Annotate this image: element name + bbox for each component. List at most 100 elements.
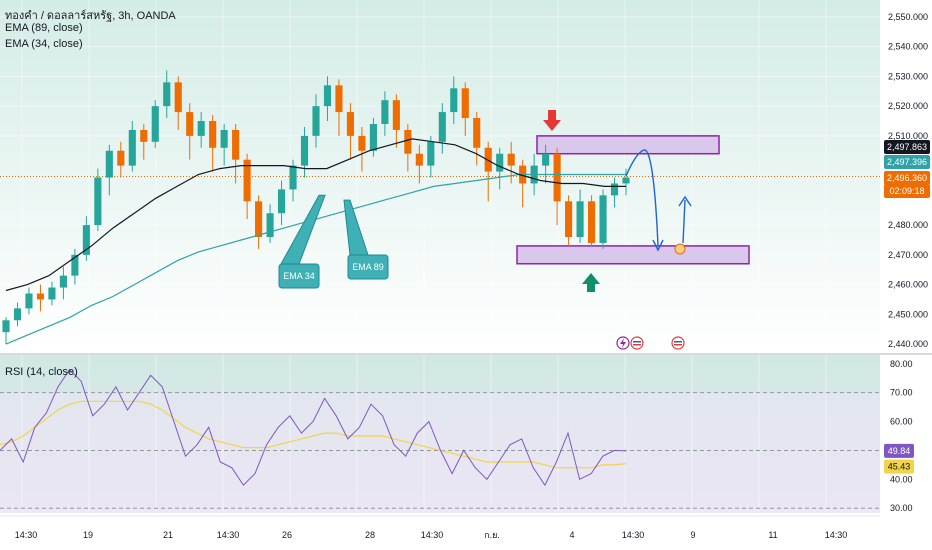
symbol-legend[interactable]: ทองคำ / ดอลลาร์สหรัฐ, 3h, OANDA xyxy=(5,10,176,22)
candle-body xyxy=(358,135,366,151)
candle-body xyxy=(243,159,251,202)
ema89-price-badge-bg xyxy=(884,155,930,169)
time-tick-label: ก.ย. xyxy=(484,530,500,540)
countdown-badge: 02:09:18 xyxy=(889,186,924,196)
price-tick-label: 2,450.000 xyxy=(888,309,928,319)
rsi-ma-line xyxy=(0,400,627,469)
ema34-callout-box xyxy=(278,263,320,289)
time-tick-label: 28 xyxy=(365,530,375,540)
candle-body xyxy=(48,287,56,300)
price-axis[interactable]: 2,550.000 2,540.000 2,530.000 2,520.000 2,51… xyxy=(888,12,928,349)
candle-body xyxy=(117,150,125,166)
price-labels: 2,497.863 2,497.396 2,496.360 02:09:18 49.84… xyxy=(884,140,930,474)
candle-body xyxy=(610,183,619,196)
price-tick-label: 2,520.000 xyxy=(888,101,928,111)
last-price-badge-bg xyxy=(884,171,930,185)
us-flag-stripe xyxy=(674,344,682,346)
candle-body xyxy=(2,320,10,333)
price-tick-label: 2,540.000 xyxy=(888,42,928,52)
candle-body xyxy=(266,213,274,237)
ema89-callout-text: EMA 89 xyxy=(352,262,384,272)
rsi-tick-label: 40.00 xyxy=(890,474,913,484)
candle-body xyxy=(197,121,205,136)
time-tick-label: 14:30 xyxy=(421,530,444,540)
candle-body xyxy=(36,293,45,300)
candle-body xyxy=(404,129,412,154)
rsi-tick-label: 60.00 xyxy=(890,417,913,427)
price-tick-label: 2,440.000 xyxy=(888,339,928,349)
rsi-legend[interactable]: RSI (14, close) xyxy=(5,366,78,378)
candle-body xyxy=(622,177,630,184)
candle-body xyxy=(220,129,228,148)
candle-body xyxy=(415,153,423,166)
candle-body xyxy=(323,85,332,107)
rsi-value-badge: 49.84 xyxy=(888,446,911,456)
candle-body xyxy=(542,153,550,166)
candle-body xyxy=(94,177,102,226)
rsi-tick-label: 30.00 xyxy=(890,503,913,513)
projection-arrowhead-up xyxy=(678,195,692,207)
last-price-badge: 2,496.360 xyxy=(887,173,927,183)
rsi-lines xyxy=(0,368,627,487)
ema89-legend[interactable]: EMA (89, close) xyxy=(5,22,83,34)
zones xyxy=(516,135,750,265)
time-axis[interactable]: 14:30 19 21 14:30 26 28 14:30 ก.ย. 4 14:30 9 11 14:3… xyxy=(15,530,848,540)
us-flag-stripe xyxy=(674,341,682,343)
us-flag-stripe xyxy=(633,341,641,343)
us-flag-icon xyxy=(671,336,685,350)
candle-body xyxy=(312,106,320,136)
us-flag-icon xyxy=(630,336,644,350)
ema89-price-badge: 2,497.396 xyxy=(887,157,927,167)
drawings: EMA 34 EMA 89 xyxy=(278,110,692,350)
time-tick-label: 14:30 xyxy=(217,530,240,540)
rsi-ma-badge-bg xyxy=(884,459,914,474)
projection-up-line xyxy=(682,199,686,244)
candle-body xyxy=(587,201,596,243)
projection-curve xyxy=(625,149,659,247)
candle-body xyxy=(427,141,435,166)
price-tick-label: 2,550.000 xyxy=(888,12,928,22)
time-tick-label: 21 xyxy=(163,530,173,540)
candle-body xyxy=(599,195,607,243)
candle-body xyxy=(289,165,297,190)
rsi-axis[interactable]: 80.00 70.00 60.00 40.00 30.00 xyxy=(890,359,913,513)
candle-body xyxy=(25,293,33,309)
ema34-price-badge-bg xyxy=(884,140,930,154)
support-zone xyxy=(516,245,750,265)
candles xyxy=(2,70,630,345)
green-up-arrow xyxy=(582,273,600,292)
price-tick-label: 2,530.000 xyxy=(888,71,928,81)
time-tick-label: 14:30 xyxy=(825,530,848,540)
ema34-price-badge: 2,497.863 xyxy=(887,142,927,152)
price-tick-label: 2,510.000 xyxy=(888,131,928,141)
candle-body xyxy=(473,118,481,148)
projection-arrowhead-down xyxy=(652,239,664,252)
us-flag-stripe xyxy=(633,344,641,346)
time-tick-label: 9 xyxy=(690,530,695,540)
rsi-band xyxy=(0,393,880,509)
candle-body xyxy=(369,123,377,151)
time-tick-label: 11 xyxy=(768,530,777,540)
candle-body xyxy=(232,129,240,160)
candle-body xyxy=(174,82,182,113)
candle-body xyxy=(346,112,355,136)
candle-body xyxy=(576,201,584,237)
candle-body xyxy=(565,201,573,237)
candle-body xyxy=(209,121,217,148)
countdown-badge-bg xyxy=(884,184,930,198)
price-tick-label: 2,470.000 xyxy=(888,250,928,260)
time-tick-label: 4 xyxy=(569,530,574,540)
ema34-legend[interactable]: EMA (34, close) xyxy=(5,38,83,50)
candle-body xyxy=(438,112,446,142)
price-tick-label: 2,460.000 xyxy=(888,280,928,290)
time-tick-label: 26 xyxy=(282,530,292,540)
candle-body xyxy=(128,129,136,166)
ema34-callout-text: EMA 34 xyxy=(283,271,315,281)
candle-body xyxy=(140,129,148,142)
time-tick-label: 14:30 xyxy=(622,530,645,540)
candle-body xyxy=(461,88,469,119)
rsi-tick-label: 80.00 xyxy=(890,359,913,369)
rsi-tick-label: 70.00 xyxy=(890,388,913,398)
price-pane-bg xyxy=(0,0,880,352)
